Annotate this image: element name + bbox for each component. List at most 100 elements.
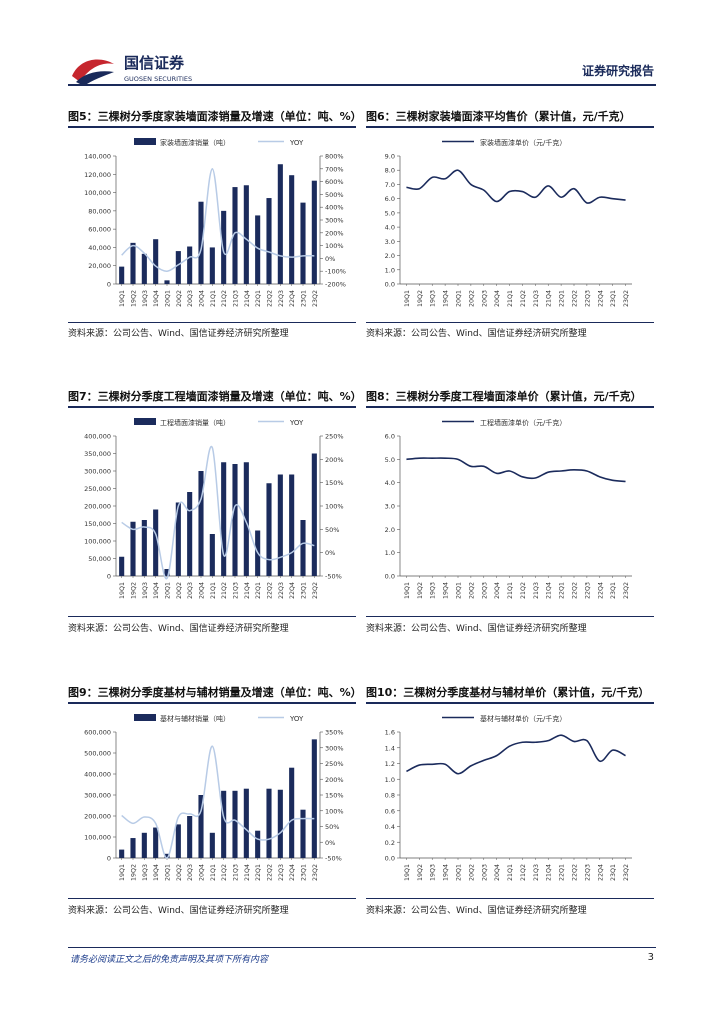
y-tick-label: 600,000 (84, 729, 111, 737)
x-tick-label: 20Q4 (199, 290, 206, 307)
legend-bar-label: 家装墙面漆销量（吨） (160, 138, 230, 147)
volume-bar (266, 788, 272, 858)
x-tick-label: 19Q4 (443, 582, 450, 599)
x-tick-label: 20Q2 (468, 864, 475, 881)
yoy-line (121, 168, 315, 272)
x-tick-label: 19Q1 (404, 290, 411, 307)
x-tick-label: 22Q2 (572, 864, 579, 881)
volume-bar (289, 767, 295, 858)
volume-bar (311, 739, 317, 858)
x-tick-label: 19Q1 (119, 290, 126, 307)
guosen-logo: 国信证券 GUOSEN SECURITIES (72, 54, 192, 86)
y-tick-label: 9.0 (385, 153, 395, 161)
price-line (406, 457, 626, 483)
volume-bar (300, 520, 306, 576)
x-tick-label: 22Q1 (559, 582, 566, 599)
figure-6: 图6：三棵树家装墙面漆平均售价（累计值，元/千克） 家装墙面漆单价（元/千克） 0… (366, 108, 654, 340)
x-tick-label: 22Q1 (559, 864, 566, 881)
x-tick-label: 19Q2 (417, 290, 424, 307)
x-tick-label: 21Q3 (533, 864, 540, 881)
x-tick-label: 23Q1 (301, 582, 308, 599)
x-tick-label: 20Q4 (199, 582, 206, 599)
brand-cn: 国信证券 (124, 54, 185, 72)
x-tick-label: 19Q2 (131, 290, 138, 307)
volume-bar (300, 202, 306, 284)
x-tick-label: 22Q1 (255, 290, 262, 307)
yoy-line (121, 745, 315, 859)
volume-bar (141, 520, 147, 576)
legend-bar-swatch (134, 138, 156, 145)
x-tick-label: 23Q2 (623, 290, 630, 307)
figure-title: 图10：三棵树分季度基材与辅材单价（累计值，元/千克） (366, 686, 650, 699)
y-right-tick-label: 200% (325, 776, 344, 784)
y-right-tick-label: -200% (325, 281, 346, 289)
x-tick-label: 19Q3 (430, 290, 437, 307)
brand-en: GUOSEN SECURITIES (124, 75, 192, 83)
y-tick-label: 4.0 (385, 224, 395, 232)
chart-f8: 工程墙面漆单价（元/千克） 0.0 1.0 2.0 3.0 4.0 5.0 6.0 19Q1 19… (385, 418, 632, 599)
x-tick-label: 23Q1 (610, 864, 617, 881)
doc-type: 证券研究报告 (581, 64, 654, 78)
y-right-tick-label: -50% (325, 855, 342, 863)
volume-bar (266, 483, 272, 576)
x-tick-label: 20Q3 (481, 864, 488, 881)
x-tick-label: 21Q3 (233, 290, 240, 307)
x-tick-label: 23Q2 (312, 582, 319, 599)
legend-yoy-label: YOY (289, 419, 304, 427)
volume-bar (232, 464, 238, 576)
x-tick-label: 21Q1 (507, 582, 514, 599)
y-tick-label: 2.0 (385, 252, 395, 260)
x-tick-label: 21Q2 (221, 582, 228, 599)
y-right-tick-label: 250% (325, 760, 344, 768)
volume-bar (130, 242, 136, 284)
logo-mark-navy (76, 71, 114, 86)
y-tick-label: 300,000 (84, 792, 111, 800)
volume-bar (164, 853, 170, 858)
volume-bar (221, 210, 227, 284)
x-tick-label: 20Q4 (494, 864, 501, 881)
figure-source: 资料来源：公司公告、Wind、国信证券经济研究所整理 (68, 906, 289, 916)
x-tick-label: 21Q4 (546, 582, 553, 599)
y-tick-label: 20,000 (88, 262, 111, 270)
x-tick-label: 22Q3 (584, 864, 591, 881)
y-tick-label: 300,000 (84, 468, 111, 476)
x-tick-label: 22Q4 (289, 290, 296, 307)
x-tick-label: 20Q1 (456, 582, 463, 599)
figure-10: 图10：三棵树分季度基材与辅材单价（累计值，元/千克） 基材与辅材单价（元/千克… (366, 684, 654, 916)
x-tick-label: 21Q1 (210, 290, 217, 307)
y-tick-label: 1.0 (385, 266, 395, 274)
legend-bar-label: 工程墙面漆销量（吨） (160, 418, 230, 427)
y-right-tick-label: 250% (325, 433, 344, 441)
x-tick-label: 21Q3 (233, 582, 240, 599)
x-tick-label: 23Q2 (623, 582, 630, 599)
y-tick-label: 150,000 (84, 520, 111, 528)
x-tick-label: 19Q1 (404, 864, 411, 881)
figure-title-rule (68, 406, 356, 408)
figure-9: 图9：三棵树分季度基材与辅材销量及增速（单位：吨、%） 基材与辅材销量（吨） YO… (68, 684, 362, 916)
y-right-tick-label: 100% (325, 242, 344, 250)
y-tick-label: 0 (107, 573, 111, 581)
x-tick-label: 21Q4 (546, 864, 553, 881)
y-right-tick-label: 300% (325, 744, 344, 752)
volume-bar (153, 509, 159, 576)
y-tick-label: 6.0 (385, 433, 395, 441)
y-right-tick-label: 200% (325, 456, 344, 464)
x-tick-label: 22Q1 (255, 582, 262, 599)
y-right-tick-label: 200% (325, 229, 344, 237)
x-tick-label: 22Q2 (267, 290, 274, 307)
volume-bar (153, 239, 159, 284)
x-tick-label: 21Q4 (244, 864, 251, 881)
figure-source: 资料来源：公司公告、Wind、国信证券经济研究所整理 (366, 329, 587, 339)
y-right-tick-label: 800% (325, 153, 344, 161)
x-tick-label: 20Q1 (165, 290, 172, 307)
x-tick-label: 20Q4 (199, 864, 206, 881)
x-tick-label: 19Q4 (153, 864, 160, 881)
y-tick-label: 7.0 (385, 181, 395, 189)
y-tick-label: 0 (107, 855, 111, 863)
y-tick-label: 1.4 (385, 744, 395, 752)
legend-bar-swatch (134, 418, 156, 425)
y-tick-label: 0.4 (385, 823, 395, 831)
x-tick-label: 21Q2 (221, 290, 228, 307)
legend-bar-swatch (134, 714, 156, 721)
y-tick-label: 200,000 (84, 503, 111, 511)
